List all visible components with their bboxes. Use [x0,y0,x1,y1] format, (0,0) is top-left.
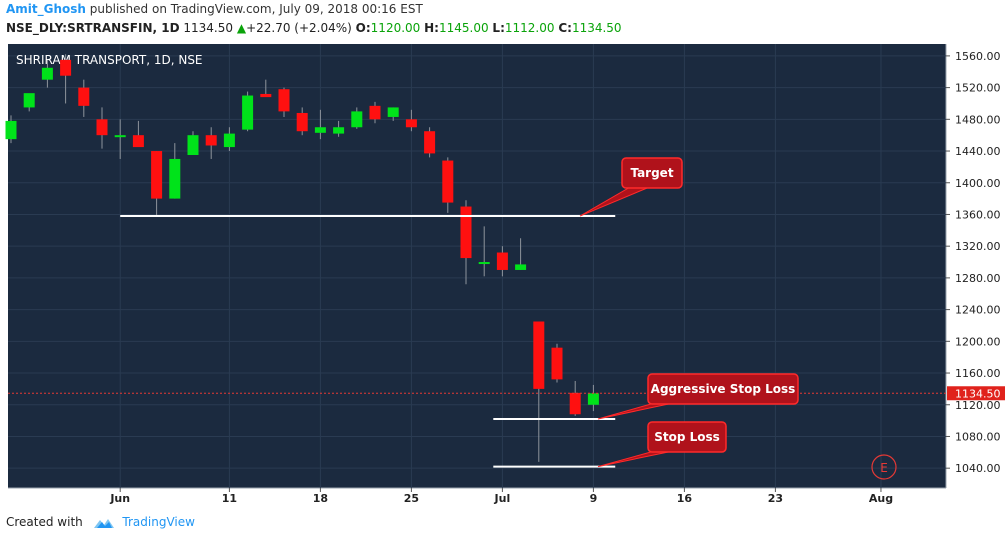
callout-box [647,421,727,453]
last-price-label: 1134.50 [955,387,1001,400]
y-tick-label: 1120.00 [955,399,1001,412]
candle-body [278,89,290,112]
candle-body [405,119,417,128]
y-tick-label: 1480.00 [955,113,1001,126]
high-label: H: [424,21,439,35]
low-value: 1112.00 [504,21,555,35]
candle-body [205,135,217,146]
candle-body [515,264,527,270]
y-tick-label: 1080.00 [955,430,1001,443]
y-tick-label: 1160.00 [955,367,1001,380]
y-tick-label: 1360.00 [955,208,1001,221]
y-tick-label: 1240.00 [955,304,1001,317]
x-tick-label: 11 [222,492,237,504]
x-tick-label: 9 [590,492,598,504]
footer: Created with TradingView [6,515,195,530]
created-with-label: Created with [6,515,83,529]
callout-label: Target [630,166,673,180]
candle-body [41,67,53,80]
candle-body [387,107,399,117]
candle-body [460,206,472,259]
open-value: 1120.00 [370,21,421,35]
publish-info: Amit_Ghosh published on TradingView.com,… [6,2,423,16]
callout-label: Stop Loss [654,430,720,444]
plot-background [8,44,946,488]
low-label: L: [492,21,505,35]
candle-body [424,131,436,154]
last-price-badge [947,386,1005,401]
callout-label: Aggressive Stop Loss [651,382,796,396]
y-tick-label: 1520.00 [955,82,1001,95]
candle-body [223,133,235,148]
published-text: published on TradingView.com, July 09, 2… [89,2,423,16]
x-tick-label: Jul [494,492,511,504]
candle-body [587,393,599,405]
x-tick-label: Jun [109,492,130,504]
y-tick-label: 1440.00 [955,145,1001,158]
y-tick-label: 1400.00 [955,177,1001,190]
author-link[interactable]: Amit_Ghosh [6,2,86,16]
candle-body [314,127,326,133]
candle-body [78,87,90,106]
candle-body [23,93,35,108]
x-tick-label: 23 [768,492,783,504]
price-axis-background [946,42,1006,504]
x-tick-label: 16 [677,492,693,504]
candle-body [442,160,454,203]
price-change: +22.70 (+2.04%) [246,21,352,35]
last-price: 1134.50 [183,21,234,35]
tradingview-link[interactable]: TradingView [122,515,195,529]
callout-box [621,157,683,189]
candle-body [496,252,508,270]
x-tick-label: 25 [404,492,419,504]
candlestick-chart[interactable]: 1560.00 1520.00 1480.00 1440.00 1400.00 1360.… [0,42,1006,505]
y-tick-label: 1200.00 [955,335,1001,348]
y-tick-label: 1560.00 [955,50,1001,63]
candle-body [96,119,108,136]
candle-body [151,151,163,199]
close-value: 1134.50 [571,21,622,35]
candle-body [369,105,381,120]
high-value: 1145.00 [438,21,489,35]
candle-body [351,111,363,128]
candle-body [333,127,345,134]
candle-body [5,120,17,140]
y-tick-label: 1280.00 [955,272,1001,285]
event-marker-icon [871,454,897,480]
candle-body [242,95,254,130]
candle-body [478,262,490,265]
candle-body [187,135,199,155]
candle-body [169,158,181,199]
chart-title: SHRIRAM TRANSPORT, 1D, NSE [16,53,203,67]
x-tick-label: 18 [313,492,328,504]
y-tick-label: 1040.00 [955,462,1001,475]
candle-body [551,347,563,380]
symbol-name: NSE_DLY:SRTRANSFIN, 1D [6,21,180,35]
callout-box [647,373,799,405]
close-label: C: [558,21,572,35]
candle-body [132,135,144,148]
candle-body [114,135,126,138]
candle-body [533,321,545,389]
candle-body [569,392,581,415]
up-arrow-icon: ▲ [236,21,247,35]
y-tick-label: 1320.00 [955,240,1001,253]
chart-container[interactable]: 1560.00 1520.00 1480.00 1440.00 1400.00 1360.… [0,42,1006,505]
event-marker-label: E [880,461,888,475]
x-tick-label: Aug [869,492,893,504]
candle-body [296,112,308,132]
candle-body [60,59,72,76]
tradingview-logo-icon [93,518,114,528]
open-label: O: [355,21,371,35]
symbol-info-bar: NSE_DLY:SRTRANSFIN, 1D 1134.50 ▲+22.70 (… [6,21,622,35]
candle-body [260,93,272,98]
